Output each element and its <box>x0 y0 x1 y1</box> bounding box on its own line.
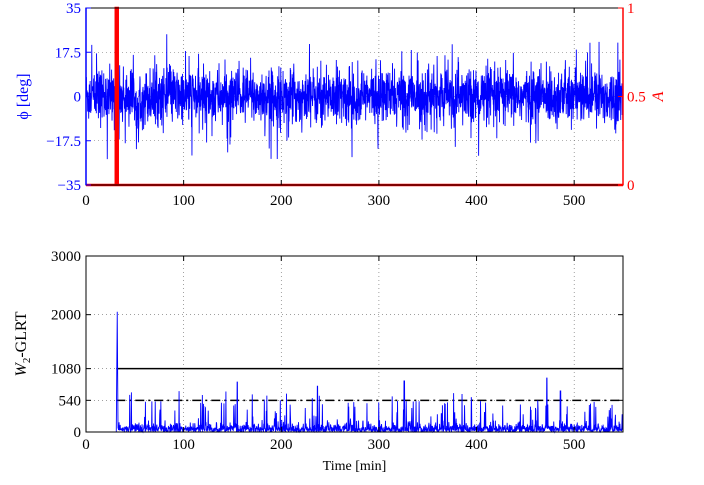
bottom-x-tick-label: 500 <box>563 437 586 453</box>
top-right-y-ticks: 00.51 <box>618 1 646 194</box>
bottom-y-tick-label: 540 <box>59 393 82 409</box>
top-left-y-ticks: −35 −17.5 0 17.5 35 <box>46 1 91 194</box>
bottom-chart-panel: 0 100 200 300 400 500 0 540 1080 2000 3000 W2-GLR… <box>13 249 624 474</box>
bottom-ylabel-subscript: 2 <box>21 358 33 364</box>
top-y2-tick-label: 0 <box>627 178 635 194</box>
top-y-tick-label: 0 <box>74 90 82 106</box>
top-y2-tick-label: 1 <box>627 1 635 17</box>
top-left-ylabel: ϕ [deg] <box>15 73 32 119</box>
top-x-tick-label: 200 <box>270 193 293 209</box>
top-x-tick-label: 400 <box>465 193 488 209</box>
top-y2-tick-label: 0.5 <box>627 90 646 106</box>
top-y-tick-label: 17.5 <box>55 45 81 61</box>
bottom-grid <box>86 256 623 432</box>
bottom-y-tick-label: 3000 <box>51 249 81 265</box>
glrt-trace <box>86 311 624 434</box>
bottom-y-tick-label: 0 <box>74 425 82 441</box>
top-x-tick-label: 0 <box>82 193 90 209</box>
phi-series-line <box>85 34 624 160</box>
bottom-axes-frame <box>85 255 624 433</box>
top-x-tick-label: 500 <box>563 193 586 209</box>
top-y-tick-label: −35 <box>58 178 81 194</box>
bottom-x-ticks: 0 100 200 300 400 500 <box>82 256 585 453</box>
bottom-ylabel-symbol: W <box>13 361 30 376</box>
top-x-tick-label: 300 <box>368 193 391 209</box>
bottom-x-tick-label: 100 <box>172 437 195 453</box>
top-y-tick-label: 35 <box>66 1 81 17</box>
bottom-y-tick-label: 2000 <box>51 308 81 324</box>
top-y-tick-label: −17.5 <box>46 134 81 150</box>
bottom-ylabel: W2-GLRT <box>13 311 33 376</box>
bottom-x-tick-label: 0 <box>82 437 90 453</box>
bottom-ylabel-text: -GLRT <box>13 311 30 357</box>
bottom-x-tick-label: 200 <box>270 437 293 453</box>
glrt-series-line <box>86 311 624 434</box>
bottom-x-tick-label: 400 <box>465 437 488 453</box>
phi-trace <box>85 34 624 160</box>
bottom-xlabel: Time [min] <box>323 459 387 474</box>
bottom-y-ticks: 0 540 1080 2000 3000 <box>51 249 623 441</box>
top-right-ylabel: A <box>650 91 667 102</box>
top-x-ticks: 0 100 200 300 400 500 <box>82 8 585 209</box>
bottom-y-tick-label: 1080 <box>51 362 81 378</box>
threshold-lines <box>116 367 623 402</box>
bottom-x-tick-label: 300 <box>368 437 391 453</box>
top-x-tick-label: 100 <box>172 193 195 209</box>
